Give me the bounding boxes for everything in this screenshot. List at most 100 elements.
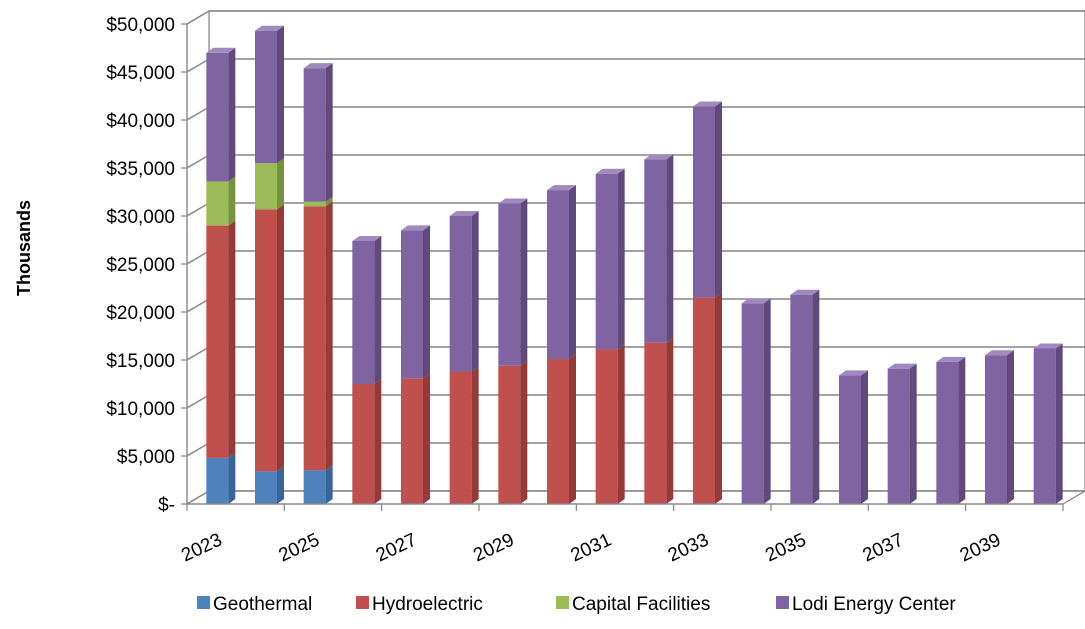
bar-segment-top — [303, 63, 333, 69]
legend-label: Lodi Energy Center — [792, 594, 956, 615]
x-tick-label: 2037 — [860, 529, 907, 566]
bar-segment-top — [985, 350, 1014, 356]
x-tick-label: 2025 — [276, 529, 323, 566]
bar-segment-side — [374, 379, 382, 504]
bar-segment-side — [666, 154, 674, 343]
bar-segment-side — [812, 289, 820, 504]
bar-segment-side — [1007, 350, 1014, 504]
bar-segment-side — [569, 354, 576, 504]
y-tick-label: $5,000 — [117, 447, 175, 468]
x-tick-label: 2029 — [470, 529, 517, 566]
bar-segment-side — [617, 168, 625, 350]
y-tick-label: $30,000 — [106, 207, 175, 228]
y-tick-label: $45,000 — [106, 63, 175, 84]
bar-segment-top — [352, 235, 382, 241]
bar-segment — [985, 355, 1007, 504]
bar-segment — [206, 457, 229, 504]
bar-segment — [449, 216, 472, 372]
x-tick-label: 2031 — [568, 529, 615, 566]
gridline — [186, 10, 1085, 25]
y-tick-label: $35,000 — [106, 159, 175, 180]
bar-segment — [1033, 348, 1056, 504]
bar-segment-side — [520, 360, 528, 504]
legend-label: Geothermal — [213, 594, 312, 615]
bar-segment — [401, 230, 423, 379]
bar-segment-side — [277, 25, 284, 164]
legend-swatch — [776, 596, 789, 609]
y-tick-label: $15,000 — [106, 351, 175, 372]
bar-segment-side — [325, 63, 333, 202]
bar-segment-side — [277, 204, 284, 472]
bar-segment-top — [936, 356, 966, 362]
bar-segment — [547, 359, 569, 504]
bar-segment-side — [715, 292, 722, 504]
legend-label: Hydroelectric — [372, 594, 483, 615]
legend: Geothermal Hydroelectric Capital Facilitie… — [197, 594, 956, 615]
bar-segment-top — [887, 363, 917, 369]
bar-segment-side — [715, 101, 722, 298]
bar-segment-top — [790, 289, 820, 295]
y-axis-title: Thousands — [14, 200, 34, 296]
bar-segment — [839, 375, 861, 504]
bar-segment — [595, 349, 618, 504]
x-tick-label: 2023 — [178, 529, 225, 566]
x-tick-labels: 2023 2025 2027 2029 2031 2033 2035 2037 2039 — [178, 529, 1004, 566]
bar-segment — [303, 470, 326, 504]
bar-segment-side — [471, 211, 479, 372]
bar-segment-side — [763, 298, 771, 504]
bar-segment — [303, 68, 326, 202]
bar-segment — [206, 181, 229, 226]
bar-segment-top — [401, 225, 430, 231]
bar-segment-side — [423, 225, 430, 379]
bar-segment-side — [1055, 343, 1063, 504]
bar-segment-side — [325, 201, 333, 471]
bar-segment-side — [617, 344, 625, 504]
bar-segment-side — [277, 158, 284, 210]
bar-segment — [401, 378, 423, 504]
bar-segment — [303, 201, 326, 207]
bar-segment-top — [449, 211, 479, 216]
bar-segment-top — [741, 298, 771, 304]
bar-segment — [741, 303, 764, 504]
legend-swatch — [356, 596, 369, 609]
y-tick-label: $20,000 — [106, 303, 175, 324]
bar-segment — [595, 173, 618, 350]
bar-segment-side — [520, 198, 528, 366]
bar-segment-side — [861, 370, 868, 504]
legend-label: Capital Facilities — [572, 594, 710, 615]
bar-segment — [644, 342, 667, 504]
bar-segment-side — [958, 356, 966, 504]
bar-segment — [498, 203, 521, 366]
y-tick-label: $- — [158, 495, 175, 516]
bar-segment-side — [228, 47, 236, 182]
bar-segment-side — [374, 235, 382, 384]
bar-segment — [352, 240, 375, 384]
bar-segment-side — [325, 196, 333, 207]
bar-segment — [255, 30, 277, 164]
bar-segment — [693, 106, 715, 298]
legend-swatch — [197, 596, 210, 609]
bar-segment-side — [666, 337, 674, 504]
bar-segment-side — [228, 220, 236, 458]
x-tick-label: 2039 — [957, 529, 1004, 566]
bar-segment-top — [644, 154, 674, 160]
bar-segment-top — [206, 47, 236, 53]
y-tick-label: $50,000 — [106, 15, 175, 36]
y-tick-labels: $- $5,000 $10,000 $15,000 $20,000 $25,000 $30,… — [106, 15, 175, 516]
y-tick-label: $10,000 — [106, 399, 175, 420]
axes — [181, 23, 1064, 511]
bar-segment — [255, 163, 277, 210]
legend-swatch — [556, 596, 569, 609]
y-tick-label: $25,000 — [106, 255, 175, 276]
bar-segment-side — [228, 452, 236, 504]
bar-segment — [303, 206, 326, 471]
bar-segment — [255, 471, 277, 504]
y-tick-label: $40,000 — [106, 111, 175, 132]
bar-segment-side — [277, 466, 284, 504]
bars — [206, 25, 1063, 504]
bar-segment — [352, 384, 375, 504]
bar-segment-top — [693, 101, 722, 107]
bar-segment-side — [909, 363, 917, 504]
